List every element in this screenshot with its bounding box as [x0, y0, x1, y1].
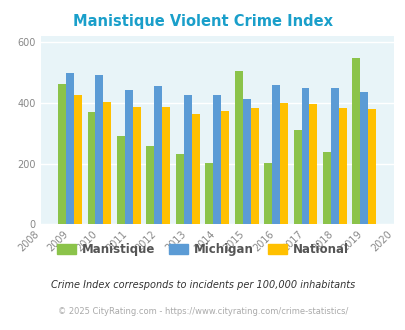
Bar — [221, 111, 228, 224]
Bar — [175, 154, 183, 224]
Bar — [132, 107, 141, 224]
Bar — [309, 104, 317, 224]
Bar — [352, 57, 360, 224]
Bar — [330, 88, 338, 224]
Bar — [250, 108, 258, 224]
Bar — [154, 86, 162, 224]
Bar — [360, 92, 367, 224]
Bar — [213, 95, 221, 224]
Bar — [103, 102, 111, 224]
Bar — [146, 146, 154, 224]
Bar — [367, 110, 375, 224]
Bar — [125, 90, 132, 224]
Legend: Manistique, Michigan, National: Manistique, Michigan, National — [52, 239, 353, 261]
Bar — [234, 71, 242, 224]
Bar — [338, 108, 346, 224]
Bar — [58, 84, 66, 224]
Bar — [183, 95, 191, 224]
Bar — [301, 88, 309, 224]
Text: © 2025 CityRating.com - https://www.cityrating.com/crime-statistics/: © 2025 CityRating.com - https://www.city… — [58, 307, 347, 316]
Bar — [66, 73, 74, 224]
Bar — [162, 107, 170, 224]
Bar — [205, 163, 213, 224]
Bar — [322, 151, 330, 224]
Bar — [95, 75, 103, 224]
Bar — [74, 95, 82, 224]
Text: Manistique Violent Crime Index: Manistique Violent Crime Index — [73, 14, 332, 29]
Bar — [242, 99, 250, 224]
Bar — [279, 103, 287, 224]
Bar — [271, 85, 279, 224]
Bar — [264, 163, 271, 224]
Bar — [87, 112, 95, 224]
Text: Crime Index corresponds to incidents per 100,000 inhabitants: Crime Index corresponds to incidents per… — [51, 280, 354, 290]
Bar — [117, 136, 125, 224]
Bar — [293, 130, 301, 224]
Bar — [191, 114, 199, 224]
